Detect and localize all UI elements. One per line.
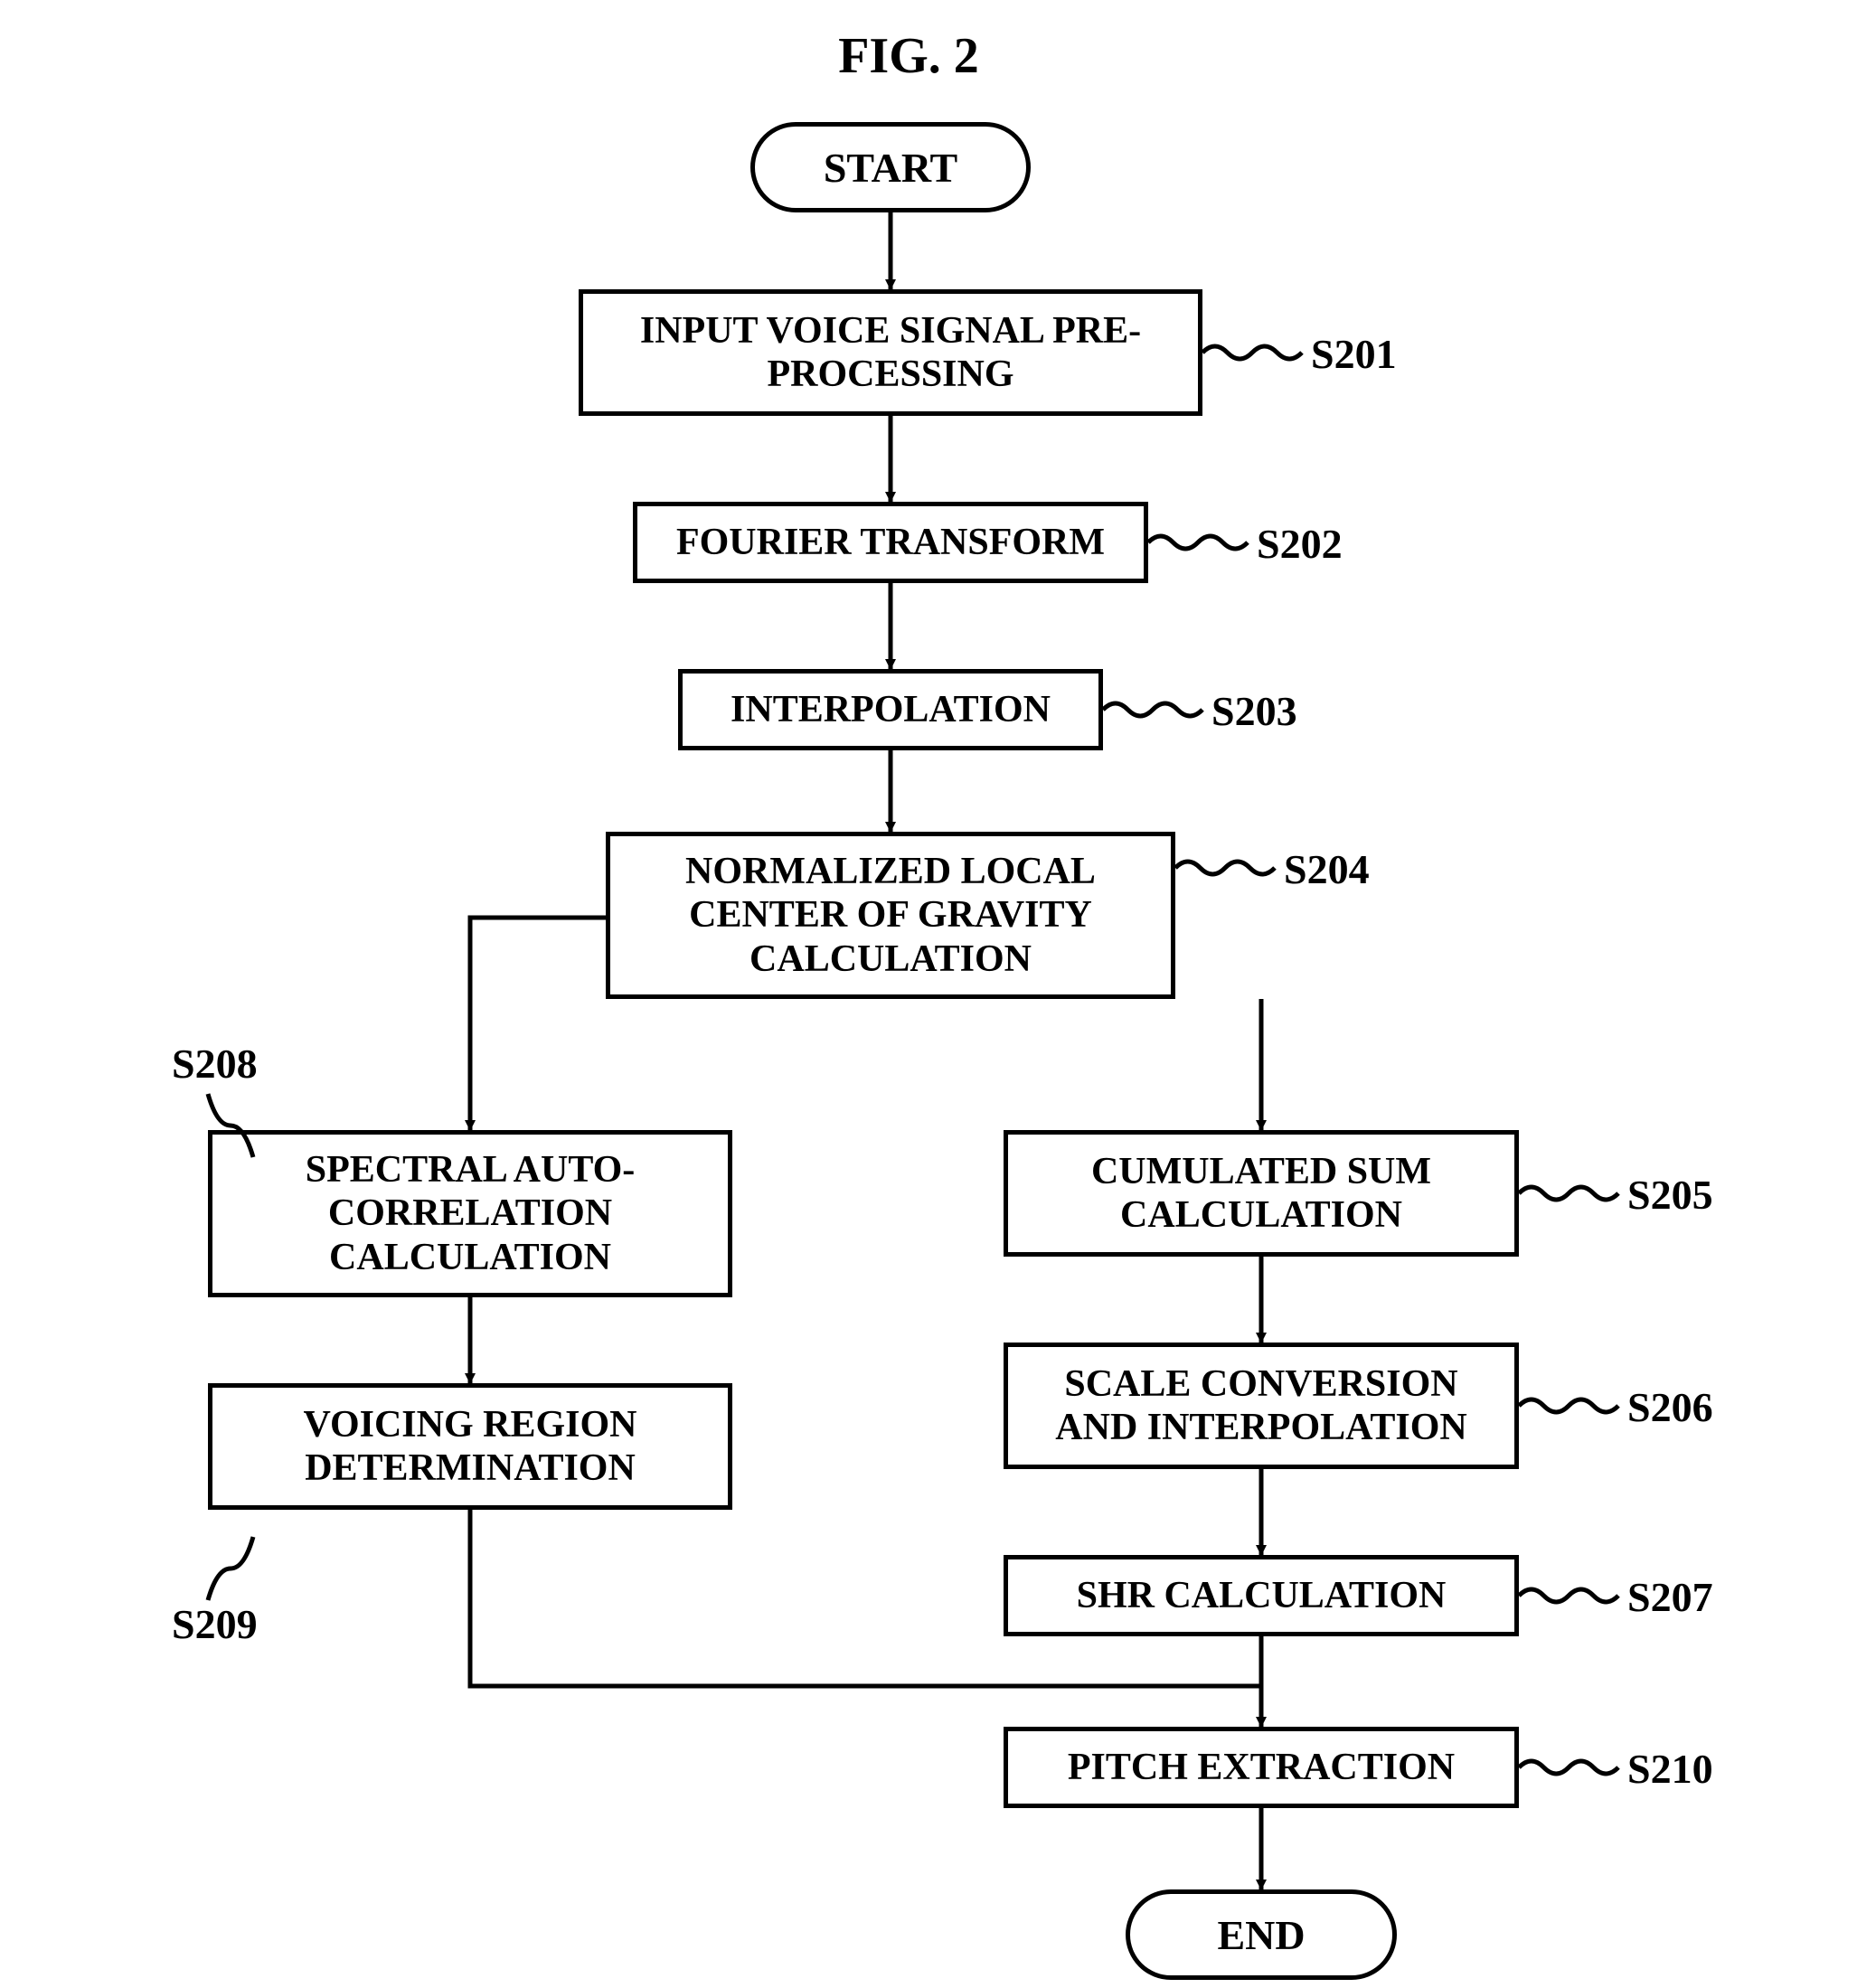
process-s201-text: INPUT VOICE SIGNAL PRE-PROCESSING [598,309,1183,397]
process-s207-text: SHR CALCULATION [1077,1574,1447,1617]
label-s207: S207 [1627,1573,1713,1621]
leader-sq-s201 [1202,346,1302,359]
label-s202: S202 [1257,520,1343,568]
process-s210-text: PITCH EXTRACTION [1068,1746,1455,1789]
process-s204: NORMALIZED LOCAL CENTER OF GRAVITY CALCU… [606,832,1175,999]
leader-sq-s205 [1519,1187,1618,1200]
arrow-s204-to-s208 [470,918,606,1130]
leader-sq-s202 [1148,536,1248,549]
leader-sq-s209 [208,1537,253,1600]
process-s207: SHR CALCULATION [1004,1555,1519,1636]
start-terminator: START [750,122,1031,212]
leader-sq-s206 [1519,1399,1618,1412]
end-terminator: END [1126,1889,1397,1980]
label-s208: S208 [172,1040,258,1088]
label-s203: S203 [1211,687,1297,735]
process-s203-text: INTERPOLATION [731,688,1051,731]
label-s209: S209 [172,1600,258,1648]
process-s208-text: SPECTRAL AUTO-CORRELATION CALCULATION [227,1148,713,1279]
label-s204: S204 [1284,845,1370,893]
leader-sq-s204 [1175,862,1275,874]
process-s206-text: SCALE CONVERSION AND INTERPOLATION [1023,1362,1500,1450]
label-s205: S205 [1627,1171,1713,1219]
leader-sq-s210 [1519,1761,1618,1774]
process-s205-text: CUMULATED SUM CALCULATION [1023,1150,1500,1238]
process-s203: INTERPOLATION [678,669,1103,750]
process-s202-text: FOURIER TRANSFORM [676,521,1105,564]
process-s201: INPUT VOICE SIGNAL PRE-PROCESSING [579,289,1202,416]
figure-title: FIG. 2 [796,27,1022,85]
process-s208: SPECTRAL AUTO-CORRELATION CALCULATION [208,1130,732,1297]
leader-sq-s203 [1103,703,1202,716]
process-s209: VOICING REGION DETERMINATION [208,1383,732,1510]
leader-sq-s207 [1519,1589,1618,1602]
process-s204-text: NORMALIZED LOCAL CENTER OF GRAVITY CALCU… [625,850,1156,981]
process-s202: FOURIER TRANSFORM [633,502,1148,583]
label-s201: S201 [1311,330,1397,378]
label-s210: S210 [1627,1745,1713,1793]
process-s205: CUMULATED SUM CALCULATION [1004,1130,1519,1257]
label-s206: S206 [1627,1383,1713,1431]
process-s206: SCALE CONVERSION AND INTERPOLATION [1004,1343,1519,1469]
process-s209-text: VOICING REGION DETERMINATION [227,1403,713,1491]
process-s210: PITCH EXTRACTION [1004,1727,1519,1808]
